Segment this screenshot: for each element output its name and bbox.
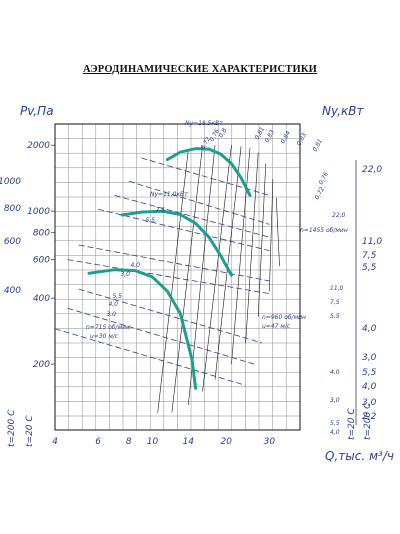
- chart-grid: [54, 123, 301, 430]
- power-lines: [54, 157, 270, 386]
- chart-frame: [54, 123, 301, 431]
- efficiency-line: [245, 152, 259, 343]
- y-tick-label: 200: [33, 360, 50, 370]
- x-axis-title: Q,тыс. м³/ч: [325, 449, 394, 463]
- y-axis-title: Pv,Па: [20, 104, 54, 118]
- y-tick-label: 2000: [27, 141, 50, 151]
- efficiency-label: 0,72: [314, 186, 327, 201]
- power-line-end-label: 5,5: [330, 313, 340, 320]
- ny-tick-label: 4,0: [362, 382, 377, 392]
- side-label-20C-left: t=20 C: [25, 415, 35, 447]
- curve-label: n=715 об/мин: [86, 324, 130, 331]
- power-line: [128, 180, 270, 225]
- efficiency-line: [214, 146, 242, 380]
- power-line-label: 5,5: [112, 293, 122, 300]
- power-line: [67, 307, 255, 365]
- power-line: [98, 208, 270, 251]
- efficiency-label: 0,76: [318, 171, 331, 186]
- efficiency-line: [275, 197, 280, 267]
- ny-tick-label: 22,0: [362, 165, 382, 175]
- efficiency-label: 0,83: [296, 132, 309, 147]
- efficiency-label: 0,83: [264, 129, 277, 144]
- power-line-label: 7,5: [155, 207, 165, 214]
- chart-heading: АЭРОДИНАМИЧЕСКИЕ ХАРАКТЕРИСТИКИ: [82, 64, 318, 75]
- ny-axis-title: Ny,кВт: [322, 104, 364, 118]
- efficiency-label: 0,84: [280, 130, 293, 145]
- curve-label: n=960 об/мин: [262, 314, 306, 321]
- ny-tick-label: 5,5: [362, 263, 377, 273]
- y-tick-label-200C: 600: [4, 237, 21, 247]
- power-line-label: 4,0: [108, 301, 118, 308]
- x-tick-label: 4: [52, 437, 58, 447]
- efficiency-line: [157, 150, 189, 413]
- power-line-end-label: 5,5: [330, 420, 340, 427]
- power-line-end-label: 4,0: [330, 369, 340, 376]
- curve-2: [87, 268, 198, 390]
- curve-label: u=47 м/с: [262, 323, 291, 330]
- power-line: [54, 328, 246, 386]
- ny-tick-label: 5,5: [362, 368, 377, 378]
- efficiency-lines: [157, 145, 280, 413]
- power-line-end-label: 7,5: [330, 299, 340, 306]
- side-label-20C-right: t=20 C: [347, 408, 357, 440]
- curve-1: [120, 209, 233, 277]
- curve-label: n=1455 об/мин: [300, 227, 348, 234]
- power-line-end-label: 11,0: [330, 285, 344, 292]
- side-label-200C-left: t=200 C: [7, 409, 17, 447]
- x-tick-label: 10: [147, 437, 159, 447]
- y-tick-label-200C: 1000: [0, 177, 21, 187]
- curve-label: u=30 м/с: [90, 333, 119, 340]
- efficiency-line: [257, 163, 267, 317]
- efficiency-line: [231, 147, 251, 365]
- power-line-end-label: 3,0: [330, 397, 340, 404]
- x-tick-label: 6: [95, 437, 101, 447]
- y-tick-label-200C: 800: [4, 204, 21, 214]
- ny-tick-label: 7,5: [362, 251, 377, 261]
- power-line-label: 4,0: [130, 262, 140, 269]
- efficiency-label: 0,81: [312, 138, 324, 153]
- power-line-label: Ny=11,0кВт: [150, 191, 188, 198]
- power-line-label: 3,0: [106, 311, 116, 318]
- ny-tick-label: 4,0: [362, 324, 377, 334]
- power-line-label: 5,5: [145, 217, 155, 224]
- efficiency-label: 0,8: [218, 127, 229, 139]
- ny-tick-label: 3,0: [362, 398, 377, 408]
- ny-tick-label: 3,0: [362, 353, 377, 363]
- side-label-200C-right: t=200 C: [363, 402, 373, 440]
- x-tick-label: 20: [221, 437, 233, 447]
- power-line-label: Ny=18,5кВт: [185, 120, 223, 127]
- performance-curves: [87, 147, 252, 390]
- x-tick-label: 30: [264, 437, 276, 447]
- efficiency-line: [269, 179, 274, 292]
- ny-tick-label: 2,2: [362, 412, 377, 422]
- power-line: [67, 259, 270, 294]
- ny-tick-label: 11,0: [362, 237, 382, 247]
- chart-labels: Pv,Па Ny,кВт Q,тыс. м³/ч t=200 C t=20 C t=20 …: [7, 104, 394, 463]
- y-tick-label: 1000: [27, 207, 50, 217]
- y-tick-label: 800: [33, 228, 50, 238]
- power-line: [78, 244, 270, 282]
- y-tick-label: 600: [33, 256, 50, 266]
- plot-border: [54, 123, 301, 431]
- y-tick-label: 400: [33, 294, 50, 304]
- curve-0: [165, 147, 252, 197]
- y-tick-label-200C: 400: [4, 286, 21, 296]
- power-line: [114, 194, 270, 238]
- x-tick-label: 8: [126, 437, 132, 447]
- power-line: [78, 288, 263, 344]
- power-line-end-label: 22,0: [332, 212, 346, 219]
- power-line: [141, 157, 270, 196]
- power-line-end-label: 4,0: [330, 429, 340, 436]
- x-tick-label: 14: [183, 437, 195, 447]
- axis-ticks: 4 6 8 10 14 20 30 200 400 600 800 1000 2000 400 600 800…: [0, 141, 382, 447]
- power-line-label: 3,0: [120, 271, 130, 278]
